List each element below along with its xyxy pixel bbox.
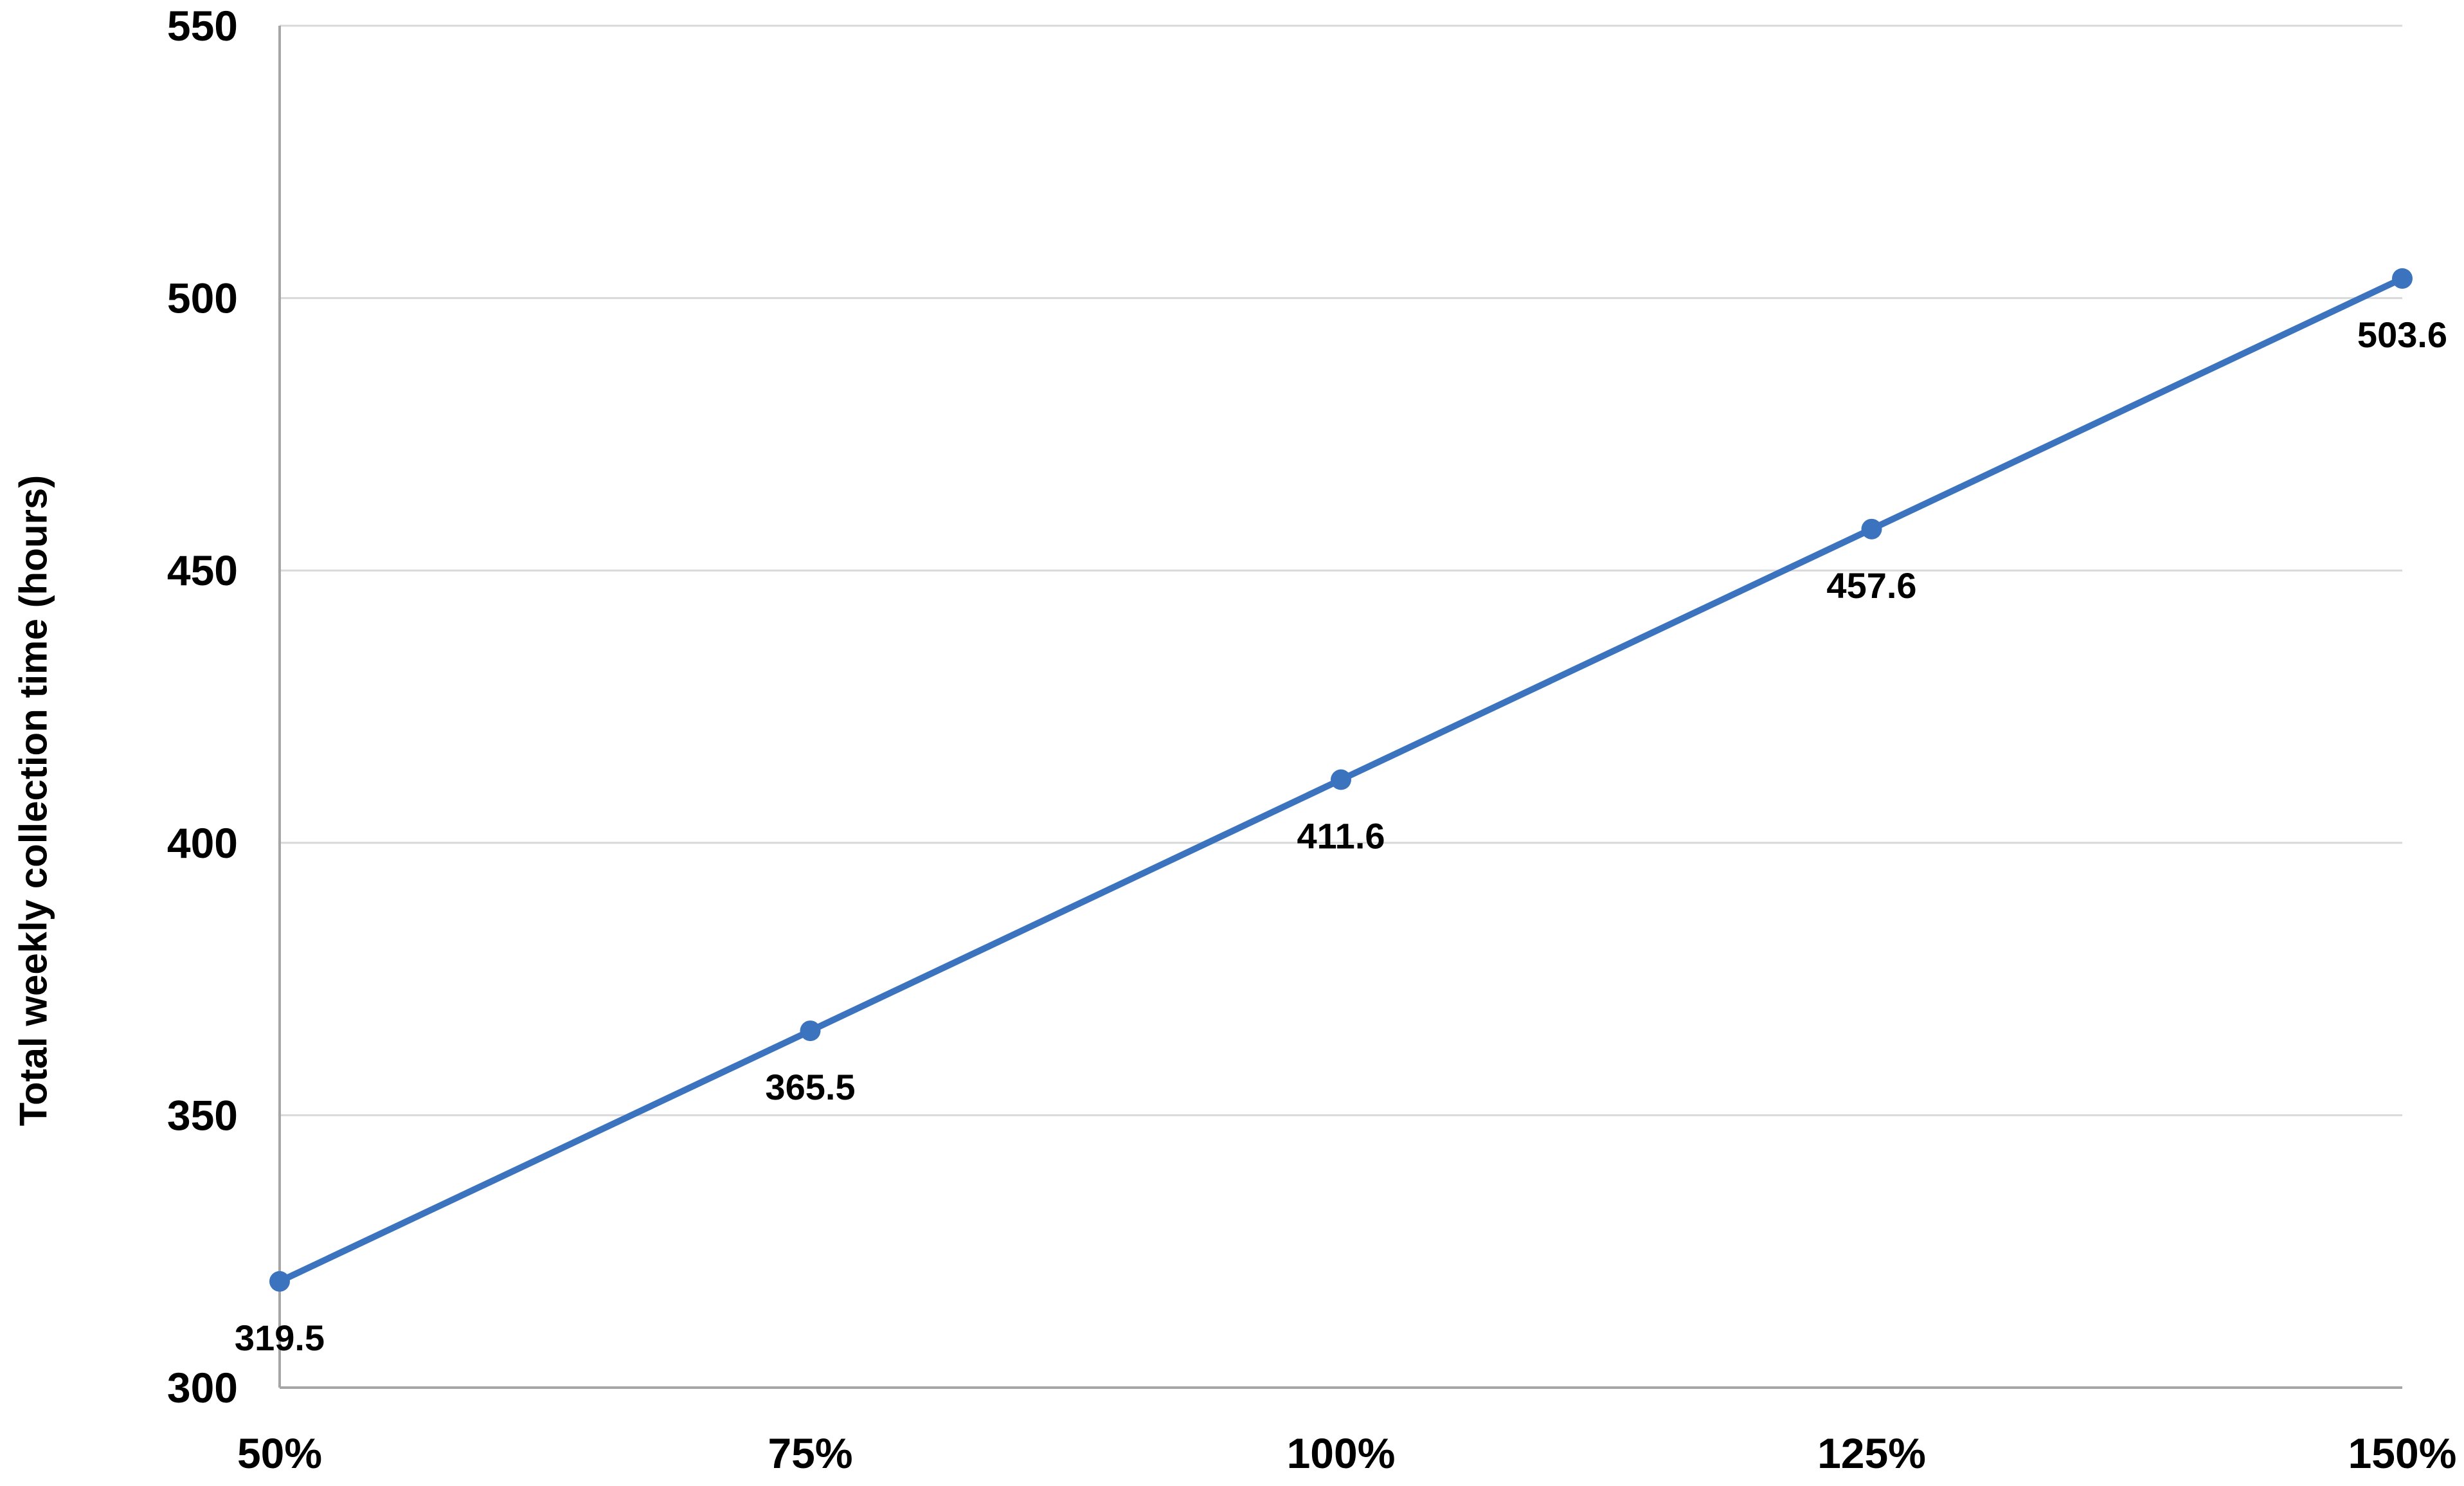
x-axis-tick-label: 125% — [1817, 1429, 1926, 1477]
x-axis-tick-label: 150% — [2348, 1429, 2457, 1477]
data-point-marker — [269, 1271, 290, 1292]
x-axis-tick-label: 100% — [1287, 1429, 1396, 1477]
data-label: 503.6 — [2357, 314, 2447, 355]
y-axis-tick-label: 400 — [167, 819, 238, 867]
data-label: 457.6 — [1826, 565, 1916, 606]
data-point-marker — [2392, 268, 2413, 289]
data-point-marker — [800, 1020, 821, 1042]
data-label: 365.5 — [765, 1067, 855, 1107]
y-axis-tick-label: 300 — [167, 1364, 238, 1411]
x-axis-tick-label: 75% — [768, 1429, 852, 1477]
data-label: 319.5 — [235, 1318, 325, 1358]
y-axis-tick-label: 500 — [167, 275, 238, 322]
data-point-marker — [1331, 769, 1351, 790]
y-axis-tick-label: 550 — [167, 2, 238, 50]
data-point-marker — [1861, 518, 1882, 539]
y-axis-tick-label: 350 — [167, 1091, 238, 1139]
y-axis-title: Total weekly collection time (hours) — [12, 475, 55, 1127]
x-axis-tick-label: 50% — [237, 1429, 322, 1477]
data-label: 411.6 — [1297, 816, 1385, 856]
y-axis-tick-label: 450 — [167, 547, 238, 594]
